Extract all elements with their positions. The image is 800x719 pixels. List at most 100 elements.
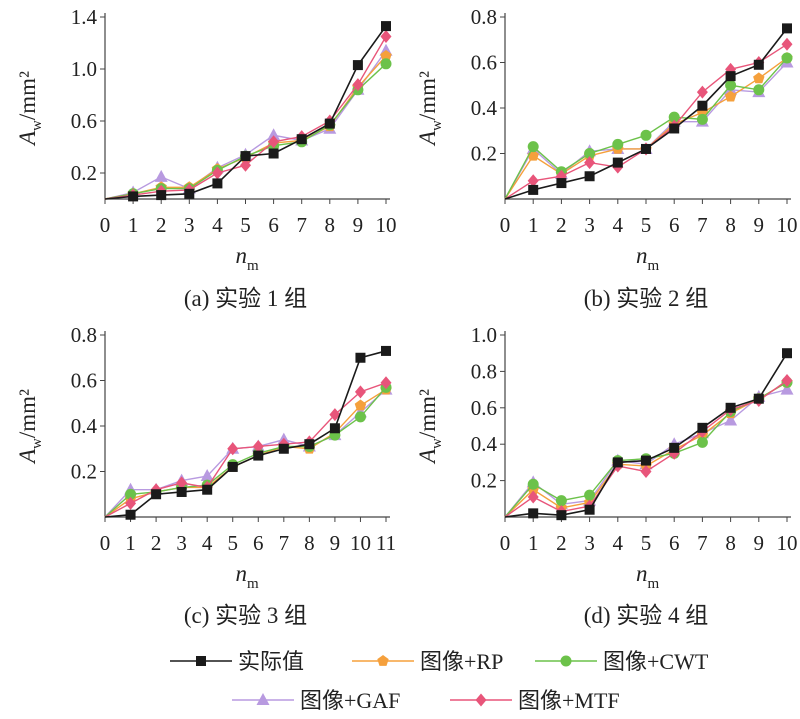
x-tick-label: 5	[641, 213, 652, 237]
x-tick-label: 10	[376, 213, 397, 237]
data-point-pentagon	[380, 50, 392, 61]
data-point-square	[669, 123, 680, 134]
data-point-square	[227, 461, 238, 472]
data-point-diamond	[268, 135, 280, 149]
x-tick-label: 2	[156, 213, 167, 237]
data-point-diamond	[227, 442, 239, 456]
series-diamond	[504, 37, 793, 200]
x-tick-label: 0	[500, 213, 511, 237]
data-point-circle	[125, 488, 137, 500]
legend-item: 实际值	[170, 649, 304, 674]
data-point-square	[697, 100, 708, 111]
data-point-diamond	[584, 156, 596, 170]
data-point-circle	[584, 148, 596, 159]
x-tick-label: 4	[202, 531, 213, 555]
series-diamond	[504, 374, 793, 519]
y-tick-label: 0.4	[471, 96, 498, 120]
data-point-triangle	[780, 382, 794, 395]
x-tick-label: 9	[754, 213, 765, 237]
y-label-sub: w	[29, 438, 45, 449]
legend-label: 实际值	[238, 649, 304, 674]
y-tick-label: 0.6	[71, 109, 97, 133]
data-point-square	[528, 184, 539, 195]
x-tick-label: 6	[253, 531, 264, 555]
y-tick-label: 0.6	[71, 369, 97, 393]
x-label-sub: m	[247, 258, 259, 274]
x-tick-label: 1	[528, 531, 539, 555]
x-label-main: n	[636, 561, 648, 586]
data-point-square	[352, 60, 363, 71]
data-point-square	[528, 508, 539, 519]
x-tick-label: 3	[176, 531, 187, 555]
x-tick-label: 2	[556, 531, 567, 555]
x-tick-label: 8	[725, 531, 736, 555]
legend: 实际值 图像+RP 图像+CWT 图像+GAF 图像+MTF	[170, 649, 709, 713]
y-tick-label: 0.8	[71, 323, 97, 347]
x-tick-label: 3	[584, 531, 595, 555]
data-point-square	[176, 486, 187, 497]
data-point-diamond	[527, 490, 539, 504]
y-label-main: A	[415, 448, 440, 465]
x-tick-label: 6	[268, 213, 279, 237]
x-tick-label: 5	[227, 531, 238, 555]
data-point-diamond	[640, 465, 652, 478]
data-point-circle	[584, 489, 596, 501]
series-line	[104, 63, 387, 200]
x-tick-label: 7	[296, 213, 307, 237]
x-tick-label: 1	[528, 213, 539, 237]
data-point-square	[202, 484, 213, 495]
x-tick-label: 1	[125, 531, 136, 555]
y-label-sub: w	[429, 438, 445, 449]
x-tick-label: 1	[128, 213, 139, 237]
series-pentagon	[104, 383, 392, 518]
data-point-square	[278, 443, 289, 454]
y-axis-label: Aw/mm²	[415, 71, 445, 147]
series-circle	[104, 58, 392, 200]
data-point-square	[584, 504, 595, 515]
legend-marker-square	[196, 656, 206, 666]
legend-marker-pentagon	[377, 655, 389, 666]
x-label-main: n	[236, 243, 248, 268]
x-axis-label: nm	[636, 561, 660, 592]
data-point-square	[253, 450, 264, 461]
x-tick-label: 6	[669, 531, 680, 555]
data-point-diamond	[252, 439, 264, 453]
x-tick-label: 8	[725, 213, 736, 237]
data-point-square	[240, 151, 251, 162]
x-tick-label: 5	[240, 213, 251, 237]
series-circle	[504, 52, 793, 200]
y-tick-label: 0.8	[471, 5, 497, 29]
legend-label: 图像+GAF	[300, 688, 400, 713]
data-point-square	[753, 59, 764, 70]
data-point-square	[128, 191, 139, 202]
data-point-circle	[354, 411, 366, 423]
series-circle	[504, 376, 793, 518]
x-tick-label: 11	[376, 531, 396, 555]
y-axis-label: Aw/mm²	[415, 389, 445, 465]
data-point-circle	[696, 436, 708, 448]
y-tick-label: 1.4	[71, 5, 98, 29]
data-point-square	[612, 457, 623, 468]
x-tick-label: 10	[777, 531, 798, 555]
chart-panel-2: 0.2 0.4 0.6 0.8 0 1 2 3 4 5 6 7 8 9 10 nm Aw/mm² (b) 实验 2…	[415, 5, 798, 311]
y-tick-label: 0.2	[71, 161, 97, 185]
data-point-circle	[527, 478, 539, 490]
series-square	[104, 21, 391, 202]
data-point-circle	[725, 79, 737, 91]
y-label-sub: w	[429, 120, 445, 131]
y-label-main: A	[15, 130, 40, 147]
data-point-diamond	[352, 78, 364, 92]
series-square	[504, 23, 792, 200]
data-point-square	[355, 352, 366, 363]
data-point-square	[304, 439, 315, 450]
x-tick-label: 0	[500, 531, 511, 555]
series-square	[504, 348, 792, 521]
data-point-square	[324, 118, 335, 129]
data-point-pentagon	[753, 72, 765, 84]
y-tick-label: 1.0	[471, 323, 497, 347]
series-line	[104, 389, 387, 518]
x-tick-label: 2	[556, 213, 567, 237]
legend-marker-circle	[560, 655, 572, 667]
data-point-square	[556, 178, 567, 189]
legend-label: 图像+CWT	[603, 649, 709, 674]
